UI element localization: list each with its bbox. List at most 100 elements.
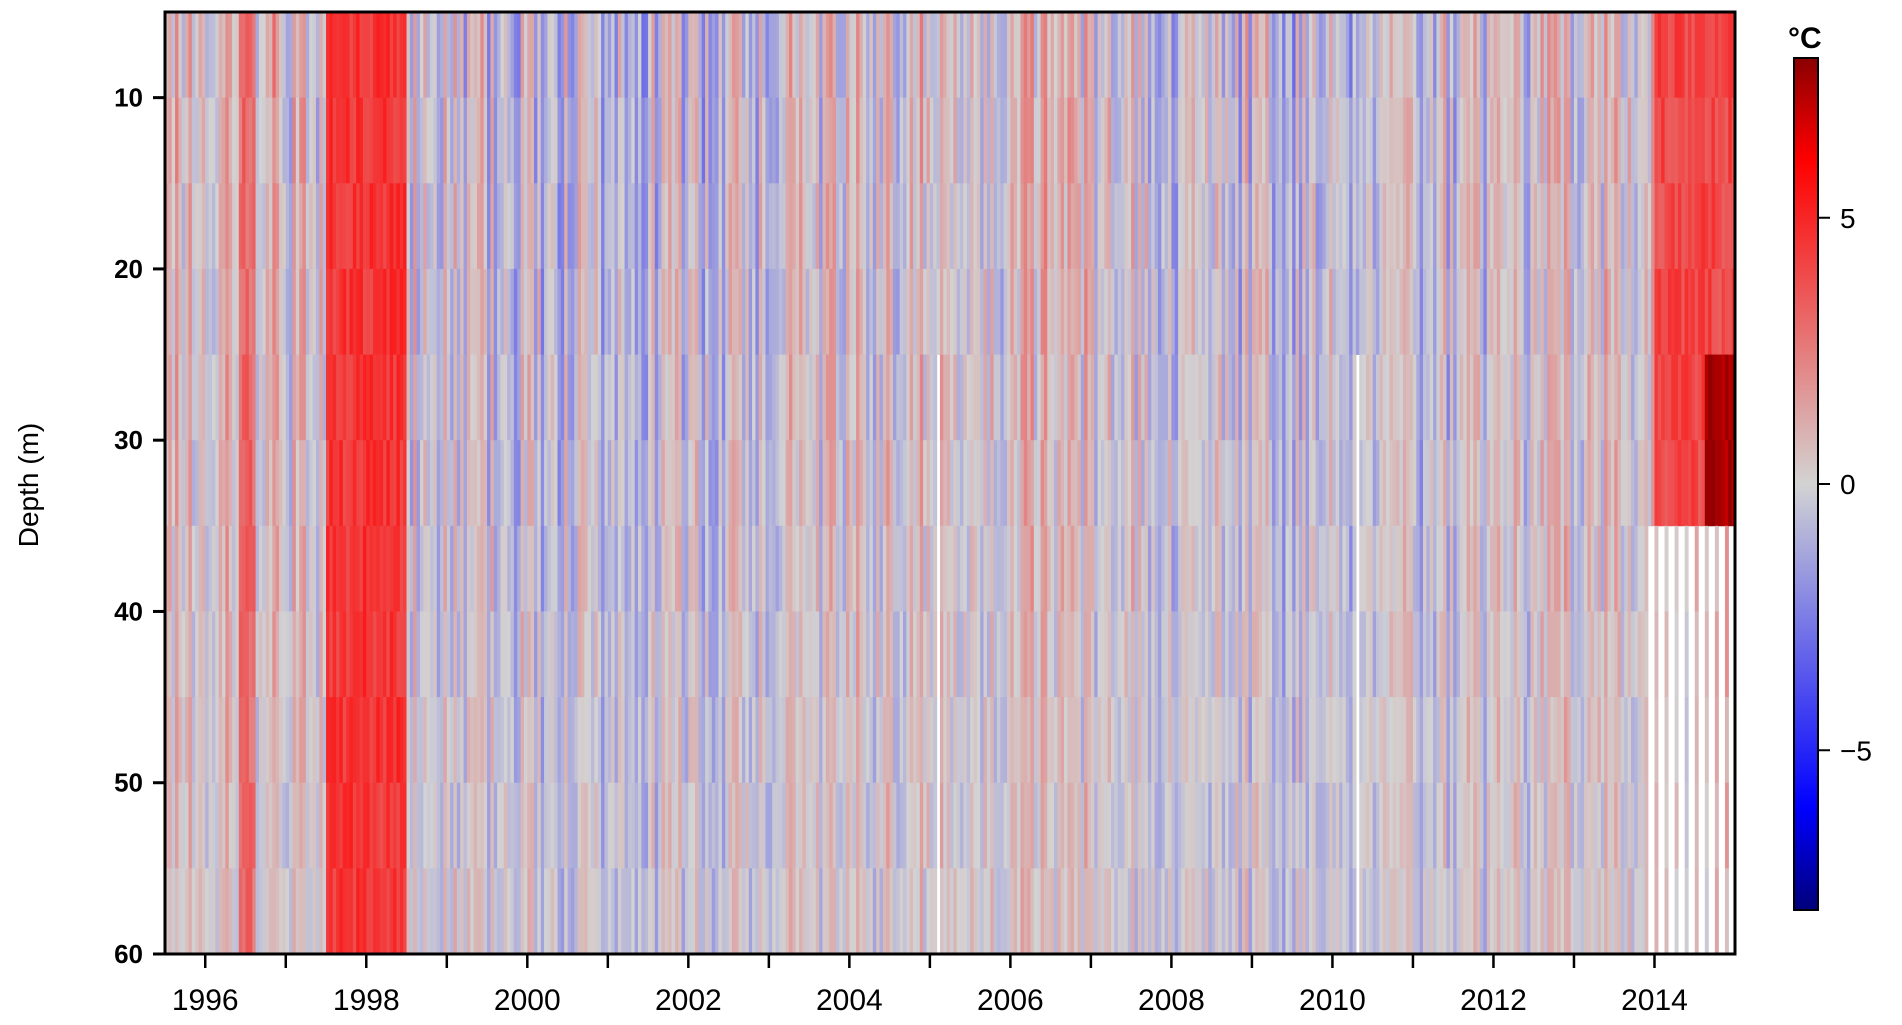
heatmap-cell bbox=[1446, 697, 1451, 784]
heatmap-cell bbox=[1261, 354, 1266, 441]
heatmap-cell bbox=[248, 611, 253, 698]
heatmap-cell bbox=[540, 12, 545, 99]
heatmap-cell bbox=[584, 354, 589, 441]
heatmap-cell bbox=[292, 97, 297, 184]
heatmap-cell bbox=[973, 697, 978, 784]
heatmap-cell bbox=[1433, 268, 1438, 355]
heatmap-cell bbox=[188, 525, 193, 612]
heatmap-cell bbox=[913, 697, 918, 784]
heatmap-cell bbox=[1580, 440, 1585, 527]
heatmap-cell bbox=[1537, 97, 1542, 184]
heatmap-cell bbox=[651, 868, 656, 955]
heatmap-cell bbox=[1144, 782, 1149, 869]
heatmap-cell bbox=[1496, 97, 1501, 184]
heatmap-cell bbox=[705, 525, 710, 612]
heatmap-cell bbox=[567, 268, 572, 355]
heatmap-cell bbox=[372, 354, 377, 441]
heatmap-cell bbox=[497, 697, 502, 784]
heatmap-cell bbox=[1288, 440, 1293, 527]
heatmap-cell bbox=[933, 354, 938, 441]
heatmap-cell bbox=[1084, 268, 1089, 355]
heatmap-cell bbox=[1241, 868, 1246, 955]
heatmap-cell bbox=[1631, 611, 1635, 698]
heatmap-cell bbox=[1107, 12, 1112, 99]
heatmap-cell bbox=[758, 268, 763, 355]
heatmap-cell bbox=[443, 183, 448, 270]
heatmap-cell bbox=[215, 268, 220, 355]
heatmap-cell bbox=[765, 868, 770, 955]
heatmap-cell bbox=[191, 782, 196, 869]
heatmap-cell bbox=[1520, 183, 1525, 270]
heatmap-cell bbox=[876, 868, 881, 955]
heatmap-cell bbox=[1376, 782, 1380, 869]
heatmap-cell bbox=[1704, 268, 1709, 355]
heatmap-cell bbox=[1107, 611, 1112, 698]
heatmap-cell bbox=[1439, 12, 1444, 99]
heatmap-cell bbox=[272, 525, 277, 612]
heatmap-cell bbox=[436, 354, 441, 441]
heatmap-cell bbox=[282, 868, 287, 955]
heatmap-cell bbox=[1080, 354, 1085, 441]
heatmap-cell bbox=[1168, 183, 1173, 270]
heatmap-cell bbox=[913, 440, 918, 527]
heatmap-cell bbox=[1325, 97, 1330, 184]
heatmap-cell bbox=[842, 354, 847, 441]
heatmap-cell bbox=[510, 525, 515, 612]
heatmap-cell bbox=[879, 354, 884, 441]
heatmap-cell bbox=[577, 440, 582, 527]
heatmap-cell bbox=[708, 354, 713, 441]
heatmap-cell bbox=[604, 868, 609, 955]
heatmap-cell bbox=[252, 868, 257, 955]
heatmap-cell bbox=[587, 268, 592, 355]
heatmap-cell bbox=[1258, 354, 1263, 441]
heatmap-cell bbox=[507, 611, 512, 698]
heatmap-cell bbox=[990, 12, 995, 99]
heatmap-cell bbox=[1255, 268, 1260, 355]
heatmap-cell bbox=[1003, 183, 1008, 270]
heatmap-cell bbox=[530, 868, 535, 955]
heatmap-cell bbox=[292, 525, 297, 612]
heatmap-cell bbox=[1453, 611, 1458, 698]
heatmap-cell bbox=[1577, 12, 1582, 99]
heatmap-cell bbox=[725, 782, 730, 869]
heatmap-cell bbox=[1047, 12, 1052, 99]
heatmap-cell bbox=[1332, 782, 1337, 869]
heatmap-cell bbox=[899, 354, 904, 441]
heatmap-cell bbox=[842, 183, 847, 270]
heatmap-cell bbox=[530, 525, 535, 612]
heatmap-cell bbox=[1382, 525, 1387, 612]
heatmap-cell bbox=[721, 868, 726, 955]
heatmap-cell bbox=[1480, 183, 1484, 270]
heatmap-cell bbox=[903, 868, 907, 955]
heatmap-cell bbox=[1513, 12, 1518, 99]
heatmap-cell bbox=[842, 868, 847, 955]
heatmap-cell bbox=[892, 97, 897, 184]
heatmap-cell bbox=[376, 183, 381, 270]
heatmap-cell bbox=[1379, 525, 1384, 612]
heatmap-cell bbox=[238, 354, 243, 441]
heatmap-cell bbox=[349, 697, 354, 784]
heatmap-cell bbox=[520, 525, 525, 612]
heatmap-cell bbox=[664, 697, 669, 784]
heatmap-cell bbox=[1584, 440, 1588, 527]
heatmap-cell bbox=[731, 12, 736, 99]
heatmap-cell bbox=[1409, 525, 1414, 612]
heatmap-cell bbox=[1319, 97, 1323, 184]
heatmap-cell bbox=[755, 697, 760, 784]
heatmap-cell bbox=[1215, 611, 1219, 698]
heatmap-cell bbox=[1054, 525, 1058, 612]
heatmap-cell bbox=[1419, 268, 1424, 355]
heatmap-cell bbox=[570, 611, 575, 698]
heatmap-cell bbox=[1141, 868, 1146, 955]
heatmap-cell bbox=[939, 611, 944, 698]
heatmap-cell bbox=[1711, 268, 1716, 355]
heatmap-cell bbox=[1399, 440, 1404, 527]
heatmap-cell bbox=[1245, 525, 1250, 612]
heatmap-cell bbox=[1416, 782, 1421, 869]
heatmap-cell bbox=[1261, 268, 1266, 355]
heatmap-cell bbox=[386, 183, 391, 270]
heatmap-cell bbox=[329, 354, 334, 441]
heatmap-cell bbox=[1386, 12, 1391, 99]
heatmap-cell bbox=[252, 611, 257, 698]
heatmap-cell bbox=[1667, 12, 1672, 99]
